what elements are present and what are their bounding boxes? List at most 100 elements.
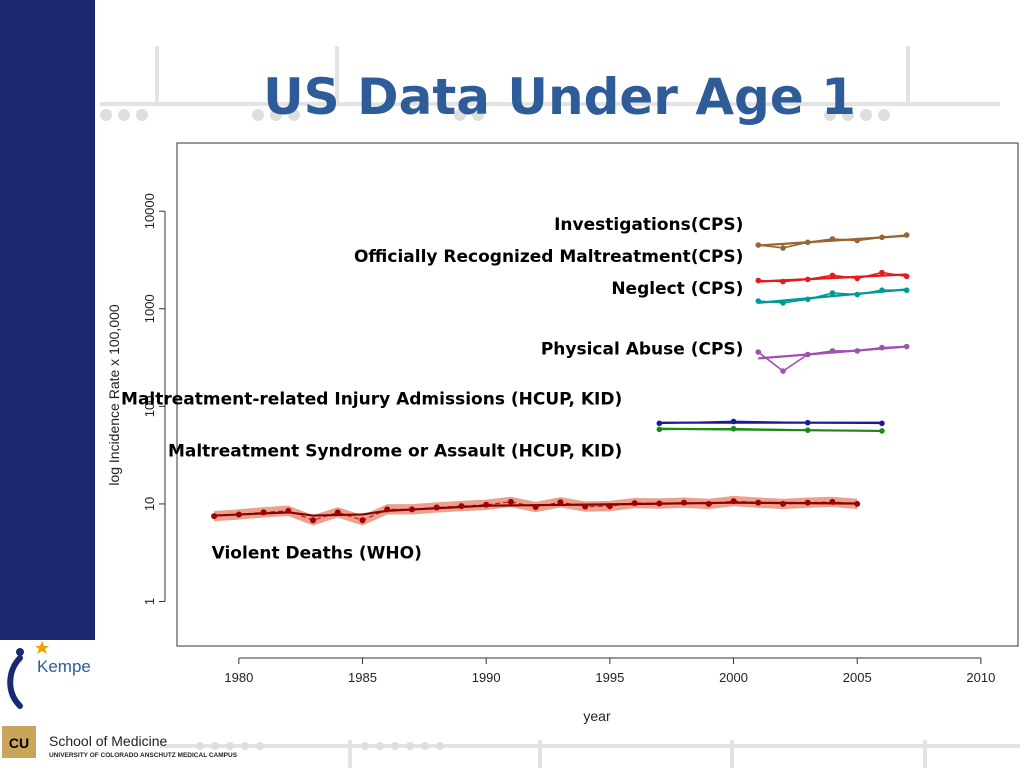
data-point (854, 291, 861, 298)
data-point (903, 273, 910, 280)
data-point (458, 503, 465, 510)
data-point (804, 276, 811, 283)
cu-mark: CU (9, 735, 29, 751)
data-point (631, 500, 638, 507)
x-tick-label: 1980 (224, 670, 253, 685)
data-point (854, 348, 861, 354)
data-point (384, 506, 391, 513)
data-point (507, 498, 514, 505)
data-point (705, 500, 712, 507)
data-point (656, 500, 663, 507)
data-point (606, 503, 613, 510)
data-point (829, 498, 836, 505)
slide-title: US Data Under Age 1 (263, 68, 856, 126)
data-point (483, 501, 490, 508)
data-point (879, 269, 885, 276)
series-physical_abuse (755, 343, 910, 374)
data-point (656, 420, 663, 427)
data-point (359, 517, 366, 524)
data-point (879, 287, 885, 294)
data-point (730, 498, 737, 505)
data-point (780, 500, 787, 507)
series-hcup_injury (656, 418, 885, 427)
data-point (879, 420, 885, 427)
series-annotation: Investigations(CPS) (554, 215, 743, 235)
data-point (755, 349, 762, 355)
data-point (903, 343, 910, 350)
logo-area: Kempe CU (0, 640, 95, 768)
data-point (780, 278, 786, 285)
x-tick-label: 2000 (719, 670, 748, 685)
data-point (804, 239, 811, 246)
data-point (780, 245, 786, 251)
data-point (804, 499, 811, 506)
data-point (755, 298, 762, 304)
kempe-logo: Kempe (7, 641, 91, 709)
series-neglect (755, 287, 910, 306)
series-annotation: Neglect (CPS) (611, 279, 743, 299)
annotation-layer: Investigations(CPS) Officially Recognized… (121, 215, 743, 564)
data-point (879, 234, 885, 241)
series-investigations (755, 232, 910, 251)
series-annotation: Violent Deaths (WHO) (212, 544, 422, 564)
data-point (532, 504, 539, 511)
y-axis-title: log Incidence Rate x 100,000 (106, 304, 122, 486)
series-annotation: Maltreatment Syndrome or Assault (HCUP, … (168, 442, 622, 462)
logos-graphic: Kempe CU (2, 641, 91, 758)
series-layer (211, 232, 910, 526)
series-violent_deaths (211, 495, 861, 526)
data-point (235, 511, 242, 518)
data-point (755, 242, 762, 248)
x-tick-label: 1990 (472, 670, 501, 685)
data-point (730, 418, 737, 425)
series-annotation: Maltreatment-related Injury Admissions (… (121, 389, 622, 409)
y-axis: 1 10 100 1000 10000 (142, 193, 166, 605)
y-tick-label: 100 (142, 396, 157, 418)
data-point (829, 348, 836, 354)
x-tick-label: 2010 (966, 670, 995, 685)
data-point (310, 517, 317, 524)
data-point (285, 507, 292, 514)
data-point (408, 506, 415, 513)
sidebar-band (0, 0, 95, 640)
y-tick-label: 1000 (142, 294, 157, 323)
campus-name: UNIVERSITY OF COLORADO ANSCHUTZ MEDICAL … (49, 752, 238, 759)
data-point (755, 499, 762, 506)
data-point (260, 509, 267, 516)
school-name: School of Medicine (49, 733, 168, 749)
plot-frame (176, 142, 1019, 647)
data-point (879, 428, 885, 434)
star-icon (35, 641, 49, 654)
data-point (334, 509, 341, 516)
data-point (903, 232, 910, 238)
data-point (854, 275, 861, 282)
data-point (780, 368, 786, 374)
data-point (730, 425, 737, 432)
data-point (582, 503, 589, 510)
data-point (211, 513, 218, 520)
data-point (804, 427, 811, 433)
data-point (854, 237, 861, 244)
fit-line (659, 427, 882, 433)
data-point (656, 426, 663, 433)
data-point (829, 272, 836, 279)
cu-logo: CU (2, 726, 36, 758)
x-tick-label: 1995 (595, 670, 624, 685)
y-tick-label: 10000 (142, 193, 157, 229)
x-axis: 1980 1985 1990 1995 2000 2005 2010 (224, 657, 995, 685)
data-point (780, 300, 786, 306)
series-hcup_syndrome (656, 425, 885, 434)
data-point (829, 236, 836, 242)
x-tick-label: 2005 (843, 670, 872, 685)
x-tick-label: 1985 (348, 670, 377, 685)
data-point (804, 419, 811, 426)
data-point (755, 277, 762, 284)
series-annotation: Officially Recognized Maltreatment(CPS) (354, 247, 743, 267)
kempe-wordmark: Kempe (37, 657, 91, 676)
data-point (804, 296, 811, 303)
data-point (681, 499, 688, 506)
data-point (433, 504, 440, 511)
data-point (829, 290, 836, 296)
